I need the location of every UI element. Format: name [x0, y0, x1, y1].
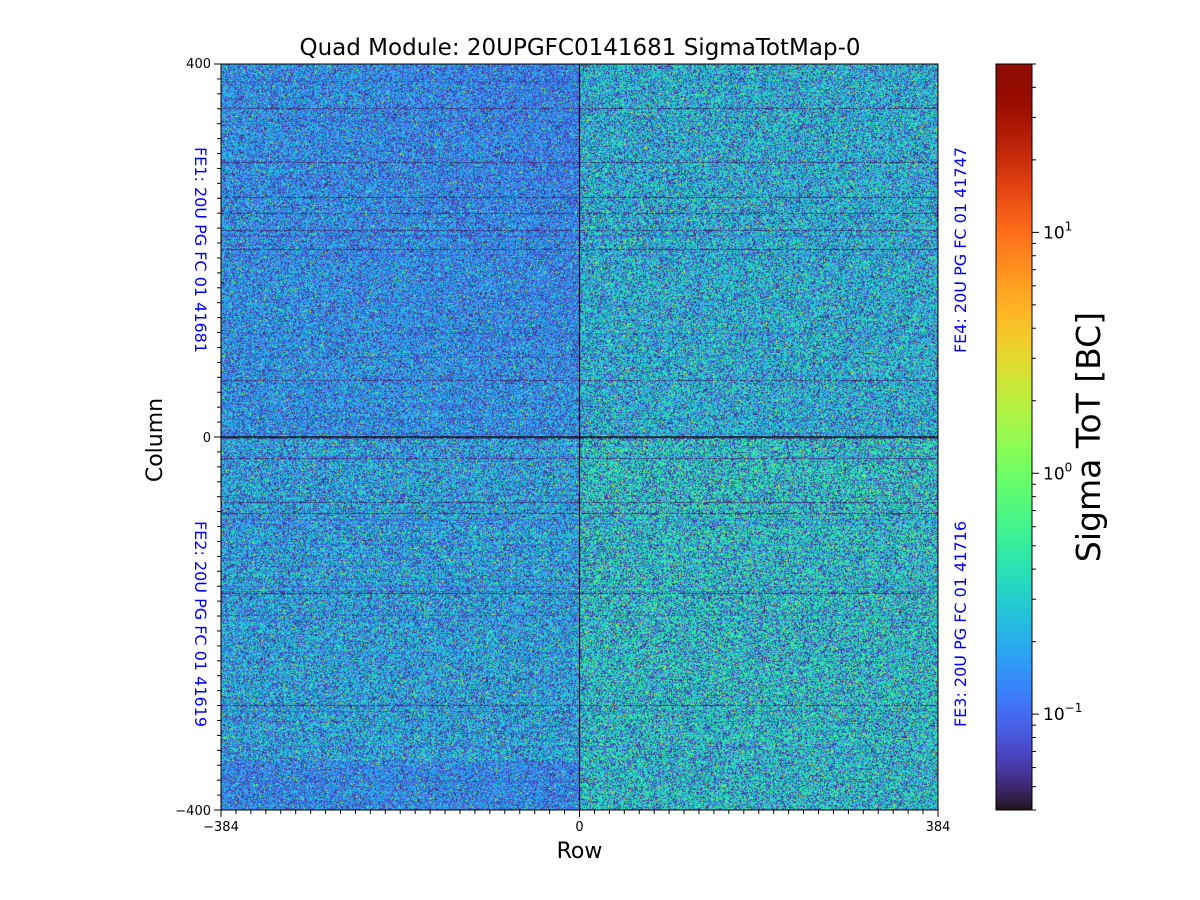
y-tick-label: 0: [203, 431, 211, 446]
minor-ticks: [217, 78, 924, 814]
y-tick-label: 400: [186, 57, 211, 72]
colorbar-tick-label: 101: [1043, 219, 1072, 243]
colorbar-major-ticks: 101 100 10−1: [1032, 219, 1082, 725]
x-tick-label: 384: [926, 820, 951, 835]
x-tick-label: −384: [203, 820, 239, 835]
fe4-label: FE4: 20U PG FC 01 41747: [951, 147, 970, 353]
colorbar-gradient: [996, 64, 1032, 810]
chart-title: Quad Module: 20UPGFC0141681 SigmaTotMap-…: [300, 35, 861, 61]
colorbar-tick-label: 100: [1043, 460, 1072, 484]
y-axis-label: Column: [143, 398, 168, 482]
fe1-label: FE1: 20U PG FC 01 41681: [191, 147, 210, 353]
fe2-label: FE2: 20U PG FC 01 41619: [191, 521, 210, 727]
x-axis-label: Row: [557, 839, 603, 864]
x-tick-label: 0: [575, 820, 583, 835]
colorbar-label: Sigma ToT [BC]: [1069, 312, 1108, 562]
fe3-label: FE3: 20U PG FC 01 41716: [951, 521, 970, 727]
colorbar-tick-label: 10−1: [1043, 701, 1082, 725]
y-tick-label: −400: [175, 804, 211, 819]
colorbar-frame: [995, 63, 1033, 811]
colorbar-minor-ticks: [1032, 63, 1036, 811]
